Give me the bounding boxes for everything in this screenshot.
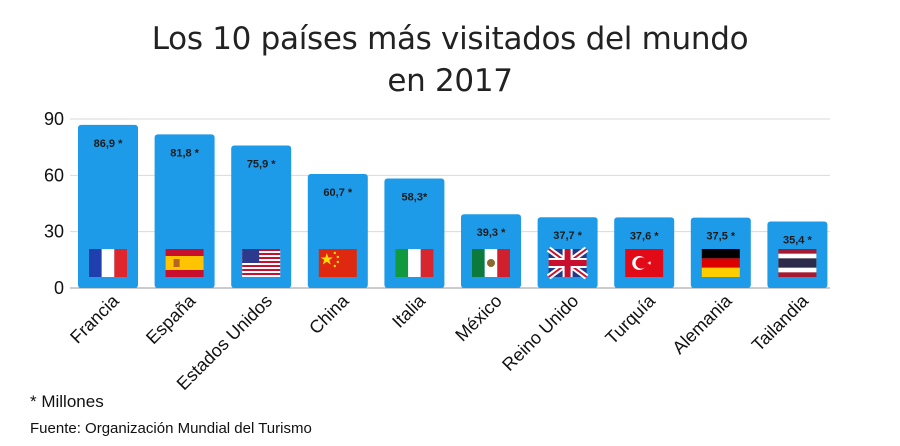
x-tick-label: España bbox=[142, 290, 200, 348]
germany-flag-icon bbox=[701, 249, 740, 277]
data-label: 81,8 * bbox=[170, 147, 199, 159]
usa-flag-icon bbox=[242, 249, 281, 277]
y-tick-label: 60 bbox=[44, 165, 64, 185]
x-tick-label: Turquía bbox=[601, 290, 659, 348]
data-label: 37,6 * bbox=[630, 230, 659, 242]
y-tick-label: 30 bbox=[44, 222, 64, 242]
data-label: 86,9 * bbox=[94, 138, 123, 150]
data-label: 75,9 * bbox=[247, 158, 276, 170]
chart-title-line-2: en 2017 bbox=[387, 63, 513, 99]
x-tick-label: Tailandia bbox=[748, 290, 813, 355]
source-note: Fuente: Organización Mundial del Turismo bbox=[30, 420, 312, 437]
spain-flag-icon bbox=[165, 249, 204, 277]
data-label: 37,5 * bbox=[706, 231, 735, 243]
x-tick-label: México bbox=[451, 291, 505, 345]
china-flag-icon bbox=[318, 249, 357, 277]
unit-note: * Millones bbox=[30, 392, 104, 411]
y-axis: 0 30 60 90 bbox=[44, 109, 64, 298]
x-tick-label: Reino Unido bbox=[498, 291, 582, 375]
chart-title-line-1: Los 10 países más visitados del mundo bbox=[151, 21, 749, 57]
data-label: 60,7 * bbox=[323, 187, 352, 199]
y-tick-label: 0 bbox=[54, 278, 64, 298]
thailand-flag-icon bbox=[778, 249, 817, 277]
data-label: 35,4 * bbox=[783, 235, 812, 247]
x-tick-label: China bbox=[305, 290, 353, 338]
bar bbox=[78, 124, 138, 289]
x-tick-label: Italia bbox=[388, 290, 430, 332]
italy-flag-icon bbox=[395, 249, 434, 277]
data-label: 37,7 * bbox=[553, 230, 582, 242]
x-tick-label: Francia bbox=[66, 290, 123, 347]
uk-flag-icon bbox=[546, 246, 589, 280]
data-label: 39,3 * bbox=[477, 227, 506, 239]
x-tick-label: Alemania bbox=[668, 290, 736, 358]
y-tick-label: 90 bbox=[44, 109, 64, 129]
turkey-flag-icon bbox=[625, 249, 664, 277]
chart-title: Los 10 países más visitados del mundo en… bbox=[0, 18, 900, 102]
data-label: 58,3* bbox=[402, 192, 428, 204]
mexico-flag-icon bbox=[472, 249, 510, 277]
bars: 86,9 * 81,8 * 75,9 * 60,7 * 58,3* 39,3 * 37,7 … bbox=[78, 124, 828, 289]
france-flag-icon bbox=[89, 249, 127, 277]
